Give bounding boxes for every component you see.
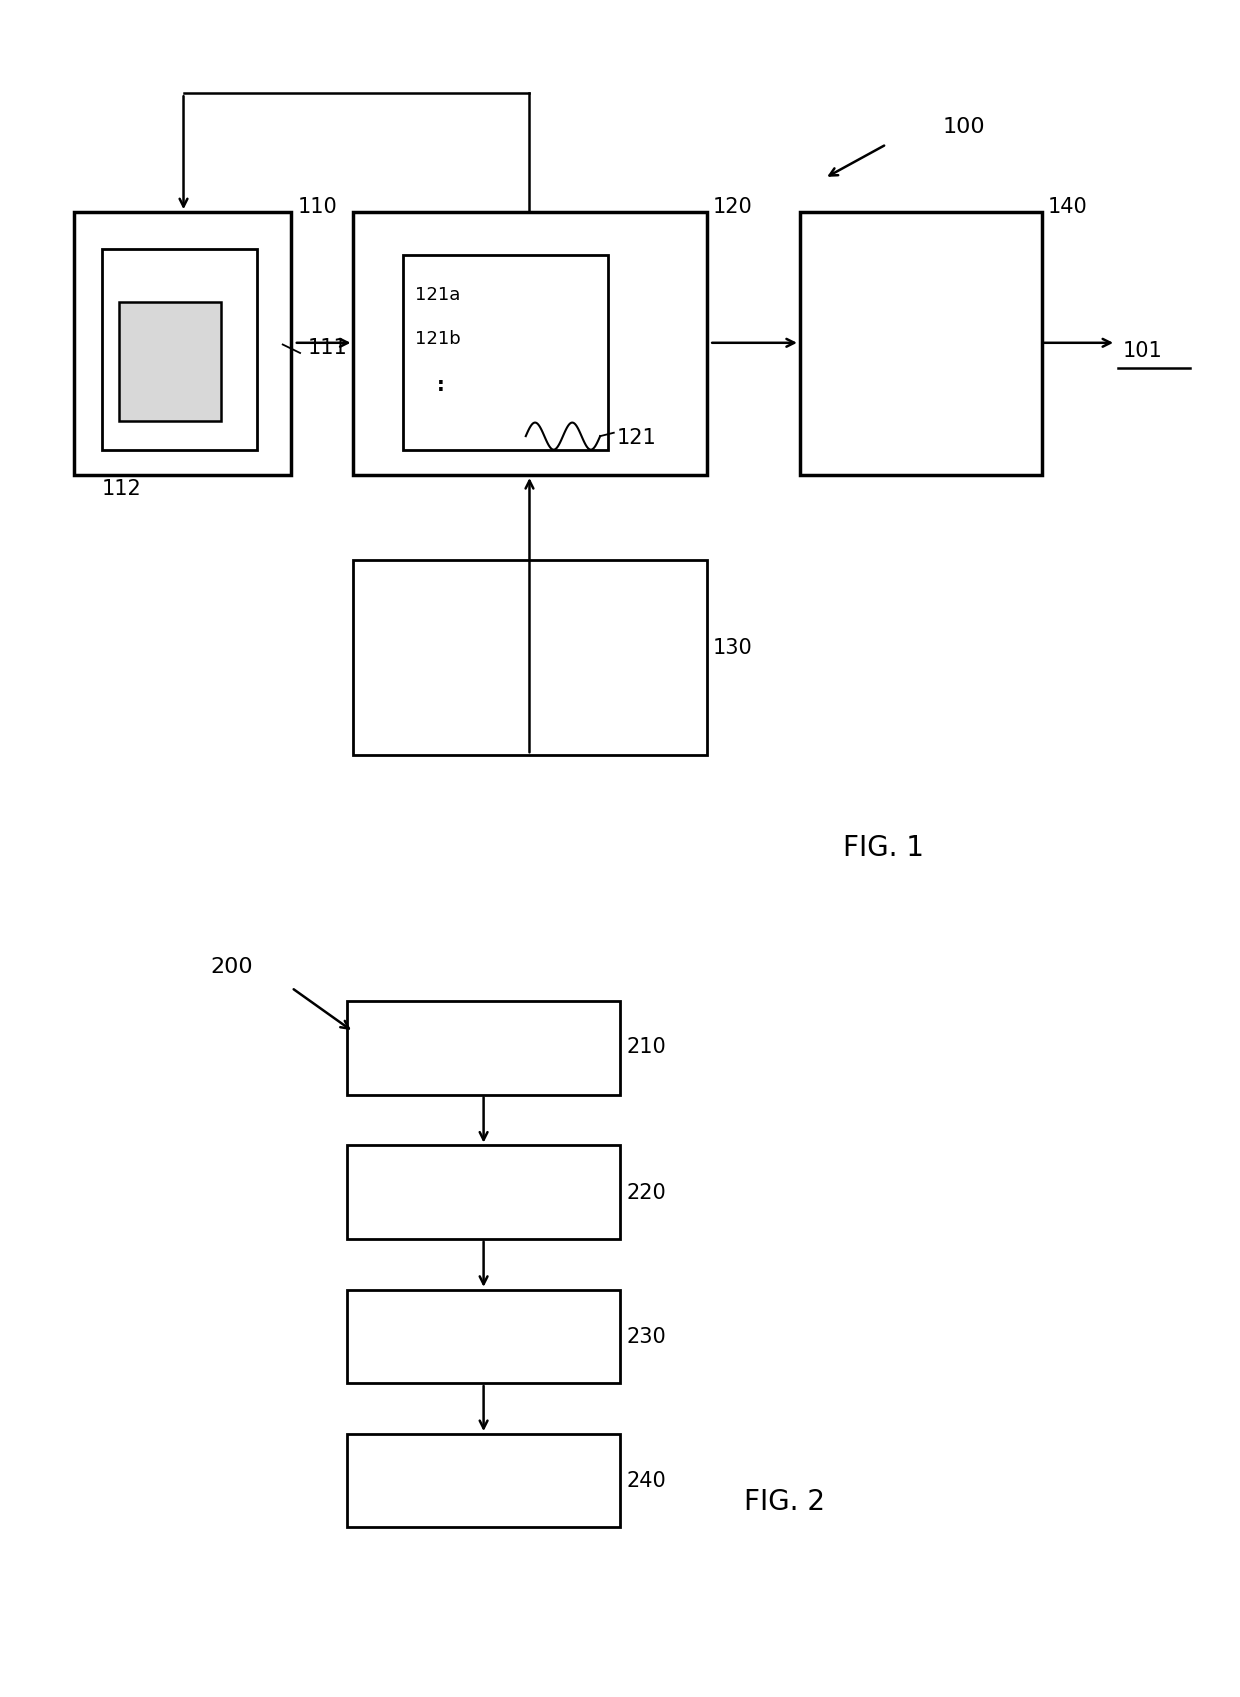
Text: FIG. 2: FIG. 2 (744, 1488, 825, 1515)
Bar (119, 302, 221, 421)
Text: 130: 130 (713, 638, 753, 658)
Bar (353, 212, 707, 475)
Text: 100: 100 (942, 117, 985, 137)
Text: FIG. 1: FIG. 1 (843, 835, 924, 862)
Bar (102, 249, 257, 450)
Text: :: : (436, 375, 444, 395)
Text: 121b: 121b (415, 331, 461, 348)
Text: 121a: 121a (415, 287, 461, 304)
Text: 230: 230 (626, 1327, 666, 1347)
Text: 240: 240 (626, 1471, 666, 1492)
Text: 120: 120 (713, 197, 753, 217)
Bar (403, 255, 608, 450)
Bar (347, 1145, 620, 1239)
Text: 111: 111 (308, 338, 347, 358)
Bar (347, 1290, 620, 1383)
Text: 112: 112 (102, 479, 141, 499)
Text: 140: 140 (1048, 197, 1087, 217)
Bar (347, 1434, 620, 1527)
Bar (800, 212, 1042, 475)
Text: 210: 210 (626, 1037, 666, 1057)
Bar (74, 212, 291, 475)
Bar (353, 560, 707, 755)
Bar (347, 1001, 620, 1095)
Text: 220: 220 (626, 1183, 666, 1203)
Text: 110: 110 (298, 197, 337, 217)
Text: 121: 121 (616, 428, 656, 448)
Text: 101: 101 (1122, 341, 1162, 361)
Text: 200: 200 (211, 957, 253, 977)
